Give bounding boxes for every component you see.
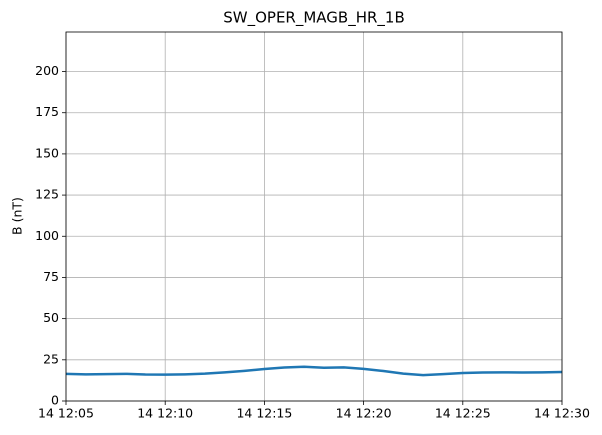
- x-tick-label: 14 12:30: [534, 406, 590, 421]
- y-tick-label: 100: [35, 228, 59, 243]
- y-tick-label: 150: [35, 145, 59, 160]
- x-tick-label: 14 12:10: [137, 406, 193, 421]
- y-tick-label: 175: [35, 104, 59, 119]
- y-tick-label: 125: [35, 187, 59, 202]
- y-tick-label: 25: [43, 351, 59, 366]
- y-tick-label: 200: [35, 63, 59, 78]
- chart-title: SW_OPER_MAGB_HR_1B: [223, 9, 405, 28]
- x-tick-label: 14 12:15: [236, 406, 292, 421]
- data-line: [65, 365, 563, 377]
- x-tick-label: 14 12:20: [336, 406, 392, 421]
- y-tick-label: 50: [43, 310, 59, 325]
- x-tick-label: 14 12:25: [435, 406, 491, 421]
- y-tick-label: 75: [43, 269, 59, 284]
- plot-frame: [65, 31, 563, 402]
- y-axis-label: B (nT): [10, 197, 25, 235]
- y-tick-label: 0: [51, 393, 59, 408]
- x-tick-label: 14 12:05: [38, 406, 94, 421]
